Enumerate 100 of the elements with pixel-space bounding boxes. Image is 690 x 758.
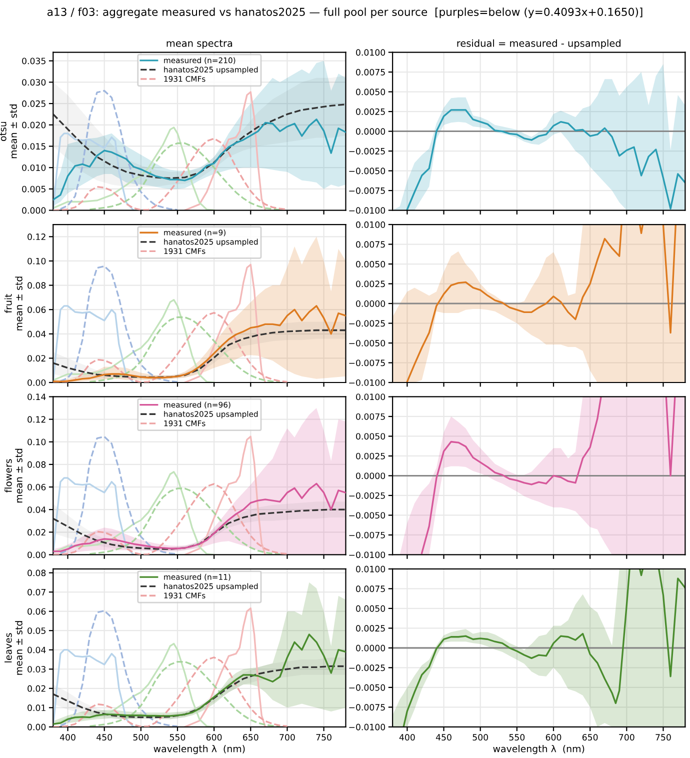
y-tick-label: 0.0050 — [356, 433, 386, 440]
y-tick-label: 0.02 — [28, 529, 46, 536]
line-series — [88, 316, 281, 382]
y-tick-label: 0.0075 — [356, 586, 385, 592]
text: a13 / f03: aggregate measured vs hanatos2025 — full pool per source [purples=below (y=0.4093x+0.1650)] — [47, 8, 642, 18]
x-tick-label: 700 — [280, 734, 295, 741]
y-tick-label: 0.02 — [28, 355, 46, 362]
x-tick-label: 550 — [509, 734, 525, 741]
y-tick-label: 0.04 — [28, 506, 46, 513]
y-tick-label: 0.14 — [28, 394, 46, 400]
x-tick-label: 450 — [436, 734, 452, 741]
x-tick-label: 750 — [316, 734, 332, 741]
y-tick-label: 0.06 — [28, 306, 46, 313]
chart-title: mean spectra — [166, 40, 232, 49]
line-series — [184, 436, 266, 555]
line-series — [53, 634, 346, 725]
y-tick-label: 0.0100 — [356, 221, 386, 228]
y-tick-label: 0.0025 — [356, 452, 385, 460]
line-series — [53, 508, 346, 550]
y-axis-title: fruit mean ± std — [4, 276, 22, 330]
x-tick-label: 400 — [399, 734, 415, 741]
y-tick-label: 0.015 — [22, 143, 46, 150]
y-tick-label: −0.0050 — [349, 340, 386, 346]
x-axis-title: wavelength λ (nm) — [154, 744, 245, 754]
y-tick-label: 0.0025 — [356, 625, 385, 632]
y-tick-label: 0.08 — [28, 282, 46, 289]
x-tick-label: 650 — [243, 734, 258, 741]
y-tick-label: −0.0025 — [349, 148, 385, 154]
line-series — [60, 90, 178, 210]
x-tick-label: 500 — [472, 734, 488, 741]
y-tick-label: −0.0100 — [349, 724, 386, 730]
y-tick-label: 0.08 — [28, 570, 46, 576]
y-axis-title: flowers mean ± std — [4, 448, 22, 503]
y-tick-label: 0.04 — [28, 646, 46, 654]
line-series — [53, 482, 346, 552]
y-tick-label: 0.06 — [28, 484, 46, 490]
x-tick-label: 500 — [133, 734, 149, 741]
y-tick-label: 0.0075 — [356, 68, 385, 76]
y-tick-label: −0.0075 — [349, 360, 385, 366]
y-tick-label: 0.00 — [28, 379, 46, 386]
chart-title: residual = measured - upsampled — [457, 39, 620, 49]
y-tick-label: 0.020 — [22, 122, 46, 128]
x-tick-label: 600 — [206, 734, 222, 741]
y-axis-title: otsu mean ± std — [0, 104, 17, 158]
line-series — [53, 104, 346, 180]
y-tick-label: 0.10 — [28, 258, 46, 264]
line-series — [184, 91, 266, 210]
y-tick-label: −0.0025 — [349, 664, 385, 672]
y-tick-label: 0.04 — [28, 330, 46, 338]
line-series — [53, 132, 134, 210]
y-tick-label: 0.0050 — [356, 260, 386, 268]
x-tick-label: 750 — [656, 734, 671, 741]
y-tick-label: 0.0100 — [356, 49, 386, 56]
x-tick-label: 400 — [60, 734, 76, 741]
y-axis-title: leaves mean ± std — [4, 621, 22, 675]
line-series — [60, 265, 178, 382]
y-tick-label: 0.0000 — [356, 128, 386, 135]
y-tick-label: 0.03 — [28, 666, 46, 673]
y-tick-label: 0.0000 — [356, 300, 386, 307]
x-tick-label: 650 — [582, 734, 598, 741]
line-series — [53, 312, 288, 382]
y-tick-label: 0.05 — [28, 627, 46, 634]
line-series — [184, 607, 266, 727]
y-tick-label: 0.035 — [22, 58, 46, 64]
line-series — [53, 118, 346, 200]
x-tick-label: 700 — [619, 734, 634, 741]
y-tick-label: 0.01 — [28, 704, 46, 712]
y-tick-label: 0.02 — [28, 685, 46, 692]
line-series — [184, 264, 266, 382]
x-axis-title: wavelength λ (nm) — [493, 744, 584, 754]
line-series — [88, 142, 281, 210]
line-series — [53, 656, 288, 727]
y-tick-label: 0.00 — [28, 552, 46, 558]
y-tick-label: 0.0075 — [356, 413, 385, 420]
line-series — [53, 483, 288, 555]
y-tick-label: 0.0000 — [356, 644, 386, 652]
y-tick-label: 0.07 — [28, 588, 46, 596]
y-tick-label: −0.0100 — [349, 207, 386, 214]
y-tick-label: −0.0050 — [349, 512, 386, 519]
y-tick-label: 0.0000 — [356, 472, 386, 480]
line-series — [53, 471, 215, 555]
y-tick-label: 0.0100 — [356, 566, 386, 572]
y-tick-label: −0.0075 — [349, 187, 385, 194]
y-tick-label: 0.12 — [28, 416, 46, 423]
y-tick-label: 0.0050 — [356, 605, 386, 612]
line-series — [88, 660, 281, 727]
y-tick-label: −0.0050 — [349, 684, 386, 691]
y-tick-label: 0.0075 — [356, 241, 385, 248]
y-tick-label: −0.0075 — [349, 704, 385, 711]
y-tick-label: 0.010 — [22, 164, 46, 171]
x-tick-label: 600 — [546, 734, 562, 741]
y-tick-label: −0.0100 — [349, 379, 386, 386]
line-series — [53, 649, 134, 727]
y-tick-label: 0.005 — [22, 186, 46, 192]
y-tick-label: 0.030 — [22, 79, 46, 86]
y-tick-label: 0.0050 — [356, 88, 386, 96]
line-series — [53, 642, 215, 727]
line-series — [60, 610, 178, 727]
x-tick-label: 450 — [96, 734, 112, 741]
y-tick-label: −0.0025 — [349, 320, 385, 327]
